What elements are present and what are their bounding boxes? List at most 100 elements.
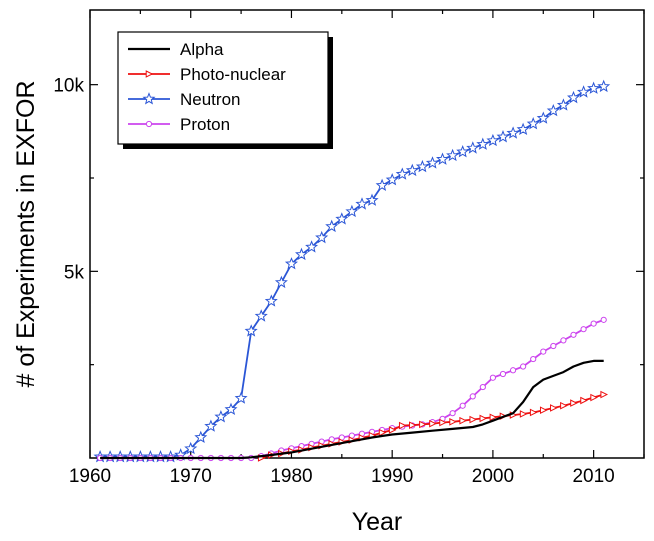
data-point-neutron <box>345 204 359 218</box>
legend-label-neutron: Neutron <box>180 90 240 109</box>
data-point-proton <box>580 326 587 333</box>
data-point-neutron <box>446 148 460 162</box>
data-point-neutron <box>305 240 319 253</box>
x-tick-label: 1960 <box>69 466 111 487</box>
data-point-proton <box>520 363 527 370</box>
data-point-neutron <box>365 193 379 206</box>
data-point-proton <box>570 331 577 338</box>
x-tick-label: 1990 <box>371 466 413 487</box>
data-point-neutron <box>476 137 490 150</box>
data-point-proton <box>560 337 567 344</box>
data-point-photo-nuclear <box>459 416 468 425</box>
legend-marker-neutron <box>142 92 156 105</box>
data-point-proton <box>590 320 597 327</box>
data-point-photo-nuclear <box>519 410 528 418</box>
data-point-neutron <box>325 219 339 233</box>
data-point-proton <box>499 370 507 378</box>
data-point-neutron <box>436 152 450 165</box>
data-point-photo-nuclear <box>489 413 498 422</box>
data-point-photo-nuclear <box>439 418 447 427</box>
data-point-neutron <box>355 197 369 210</box>
data-point-neutron <box>516 122 530 135</box>
data-point-proton <box>550 342 557 350</box>
data-point-neutron <box>576 85 591 98</box>
data-point-neutron <box>546 103 560 117</box>
data-point-photo-nuclear <box>570 399 578 407</box>
data-point-neutron <box>486 133 500 147</box>
data-point-proton <box>469 393 476 400</box>
y-axis-title: # of Experiments in EXFOR <box>12 80 40 387</box>
data-point-neutron <box>526 117 540 130</box>
data-point-proton <box>600 316 607 323</box>
data-point-neutron <box>385 173 399 186</box>
x-tick-label: 2000 <box>472 466 514 487</box>
data-point-neutron <box>224 402 238 415</box>
data-point-neutron <box>214 410 228 423</box>
legend-label-photo-nuclear: Photo-nuclear <box>180 65 286 84</box>
data-point-neutron <box>254 309 268 322</box>
data-point-neutron <box>506 126 520 139</box>
data-point-photo-nuclear <box>580 396 588 405</box>
data-point-neutron <box>556 98 570 111</box>
data-point-proton <box>449 410 456 417</box>
plot-frame <box>89 9 645 459</box>
data-point-photo-nuclear <box>419 420 427 429</box>
data-point-neutron <box>295 247 309 261</box>
data-point-photo-nuclear <box>398 421 407 430</box>
series-line-alpha <box>100 359 604 460</box>
data-point-photo-nuclear <box>449 417 457 426</box>
data-point-neutron <box>234 391 248 404</box>
x-axis-title: Year <box>352 508 403 536</box>
data-point-neutron <box>335 212 349 225</box>
data-point-proton <box>530 355 537 363</box>
data-point-neutron <box>597 79 611 93</box>
data-point-photo-nuclear <box>539 406 548 415</box>
data-point-photo-nuclear <box>529 408 538 417</box>
data-point-proton <box>489 374 497 381</box>
data-point-proton <box>509 367 517 374</box>
data-point-photo-nuclear <box>409 421 417 429</box>
data-point-neutron <box>204 419 218 432</box>
data-point-neutron <box>466 141 480 154</box>
data-point-neutron <box>284 257 298 270</box>
legend-box <box>117 31 329 145</box>
data-point-neutron <box>415 159 429 173</box>
x-tick-label: 2010 <box>572 466 614 487</box>
data-point-photo-nuclear <box>378 428 387 437</box>
data-point-neutron <box>375 178 389 191</box>
data-point-photo-nuclear <box>590 393 598 402</box>
data-point-photo-nuclear <box>560 401 568 410</box>
data-point-neutron <box>405 163 419 177</box>
data-point-proton <box>479 383 486 391</box>
data-point-photo-nuclear <box>429 419 437 428</box>
data-point-neutron <box>456 145 470 158</box>
data-point-neutron <box>425 156 439 169</box>
data-point-neutron <box>264 294 278 307</box>
data-point-photo-nuclear <box>469 415 478 424</box>
y-tick-label: 10k <box>53 76 84 97</box>
legend-label-alpha: Alpha <box>180 40 224 59</box>
x-tick-label: 1980 <box>270 466 312 487</box>
y-tick-label: 5k <box>64 262 85 283</box>
data-point-neutron <box>184 441 198 455</box>
data-point-proton <box>540 348 547 355</box>
data-point-neutron <box>567 90 580 104</box>
series-photo-nuclear <box>257 390 609 462</box>
legend-marker-proton <box>145 120 153 128</box>
data-point-photo-nuclear <box>479 414 488 423</box>
legend-label-proton: Proton <box>180 115 230 134</box>
data-point-neutron <box>194 430 208 443</box>
legend: Alpha Photo-nuclear Neutron Proton <box>117 31 333 149</box>
series-alpha <box>100 359 604 460</box>
data-point-neutron <box>395 167 409 180</box>
data-point-photo-nuclear <box>600 390 609 399</box>
data-point-neutron <box>274 275 288 289</box>
data-point-photo-nuclear <box>550 404 558 412</box>
data-point-neutron <box>315 230 329 244</box>
data-point-neutron <box>536 111 550 124</box>
legend-marker-photo-nuclear <box>145 70 154 78</box>
data-point-photo-nuclear <box>388 426 397 434</box>
data-point-neutron <box>244 324 258 337</box>
data-point-proton <box>459 402 466 409</box>
